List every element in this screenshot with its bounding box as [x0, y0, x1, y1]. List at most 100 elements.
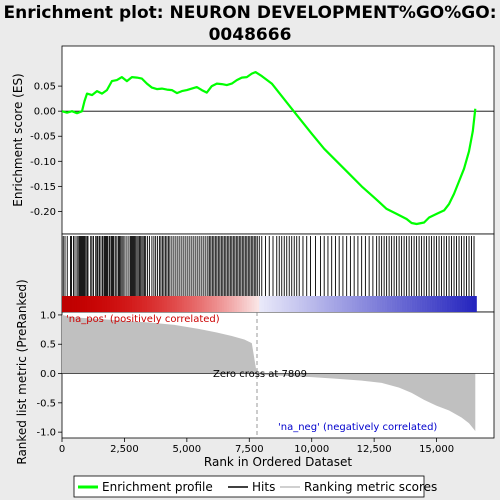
heat-segment — [86, 296, 90, 312]
heat-segment — [361, 296, 365, 312]
heat-segment — [264, 296, 268, 312]
heat-segment — [296, 296, 300, 312]
heat-segment — [119, 296, 123, 312]
heat-segment — [76, 296, 80, 312]
heat-segment — [281, 296, 285, 312]
heat-segment — [294, 296, 298, 312]
es-y-tick-label: -0.05 — [30, 132, 56, 143]
heat-segment — [401, 296, 405, 312]
heat-segment — [94, 296, 98, 312]
heat-segment — [331, 296, 335, 312]
chart-title-line2: 0048666 — [209, 25, 292, 45]
heat-segment — [419, 296, 422, 312]
heat-segment — [106, 296, 110, 312]
heat-segment — [231, 296, 235, 312]
heat-segment — [181, 296, 185, 312]
heat-segment — [326, 296, 330, 312]
heat-segment — [226, 296, 230, 312]
heat-segment — [134, 296, 138, 312]
legend-hits-label: Hits — [252, 480, 275, 494]
heat-segment — [366, 296, 370, 312]
x-tick-label: 5,000 — [173, 444, 202, 455]
heat-segment — [219, 296, 223, 312]
heat-segment — [224, 296, 228, 312]
heat-segment — [416, 296, 420, 312]
heat-segment — [204, 296, 208, 312]
x-tick-label: 12,500 — [357, 444, 392, 455]
legend-profile-label: Enrichment profile — [102, 480, 213, 494]
neg-correlated-label: 'na_neg' (negatively correlated) — [278, 422, 437, 433]
es-y-axis-label: Enrichment score (ES) — [11, 73, 25, 206]
metric-layer — [62, 312, 494, 438]
heat-segment — [311, 296, 315, 312]
heat-segment — [206, 296, 210, 312]
heat-segment — [351, 296, 355, 312]
hits-layer — [62, 236, 475, 296]
metric-y-tick-label: 1.0 — [40, 310, 56, 321]
heat-segment — [136, 296, 140, 312]
es-y-tick-label: 0.00 — [34, 107, 56, 118]
heat-segment — [151, 296, 155, 312]
heat-segment — [314, 296, 318, 312]
heat-segment — [474, 296, 477, 312]
heat-segment — [241, 296, 245, 312]
x-tick-label: 0 — [59, 444, 65, 455]
heat-segment — [96, 296, 100, 312]
heat-segment — [306, 296, 310, 312]
heat-segment — [381, 296, 385, 312]
heat-segment — [176, 296, 180, 312]
heat-segment — [79, 296, 83, 312]
x-tick-label: 15,000 — [419, 444, 454, 455]
metric-y-axis-label: Ranked list metric (PreRanked) — [15, 279, 29, 464]
legend-metric-label: Ranking metric scores — [304, 480, 437, 494]
heat-segment — [124, 296, 128, 312]
metric-y-tick-label: 0.0 — [40, 369, 56, 380]
heat-segment — [336, 296, 340, 312]
heat-segment — [189, 296, 193, 312]
heat-segment — [91, 296, 95, 312]
heat-segment — [364, 296, 367, 312]
heat-segment — [234, 296, 238, 312]
heat-segment — [249, 296, 253, 312]
metric-y-tick-label: -1.0 — [36, 428, 56, 439]
es-y-tick-label: -0.15 — [30, 182, 56, 193]
enrichment-profile-line — [61, 70, 477, 226]
heat-segment — [291, 296, 295, 312]
heat-segment — [89, 296, 93, 312]
heat-segment — [461, 296, 465, 312]
x-tick-label: 7,500 — [235, 444, 264, 455]
heat-segment — [191, 296, 195, 312]
heat-segment — [114, 296, 118, 312]
heat-segment — [144, 296, 148, 312]
heat-segment — [99, 296, 103, 312]
heat-segment — [429, 296, 432, 312]
x-tick-label: 10,000 — [294, 444, 329, 455]
heat-segment — [276, 296, 280, 312]
heat-segment — [299, 296, 303, 312]
heat-segment — [221, 296, 225, 312]
heat-segment — [439, 296, 442, 312]
heat-segment — [74, 296, 78, 312]
chart-title-line1: Enrichment plot: NEURON DEVELOPMENT%GO%G… — [3, 3, 496, 23]
heat-segment — [236, 296, 240, 312]
heat-segment — [159, 296, 163, 312]
heat-segment — [424, 296, 427, 312]
heat-segment — [339, 296, 342, 312]
heat-segment — [66, 296, 70, 312]
legend-box — [73, 475, 425, 498]
heat-segment — [341, 296, 345, 312]
heat-segment — [469, 296, 472, 312]
es-plot-area — [61, 45, 495, 235]
heat-segment — [256, 296, 260, 312]
heat-segment — [274, 296, 278, 312]
heat-segment — [251, 296, 255, 312]
heat-segment — [466, 296, 470, 312]
heat-segment — [149, 296, 153, 312]
heat-segment — [346, 296, 350, 312]
heat-segment — [349, 296, 352, 312]
legend: Enrichment profile Hits Ranking metric s… — [73, 475, 437, 498]
heat-segment — [201, 296, 205, 312]
heat-segment — [464, 296, 467, 312]
heat-segment — [214, 296, 218, 312]
